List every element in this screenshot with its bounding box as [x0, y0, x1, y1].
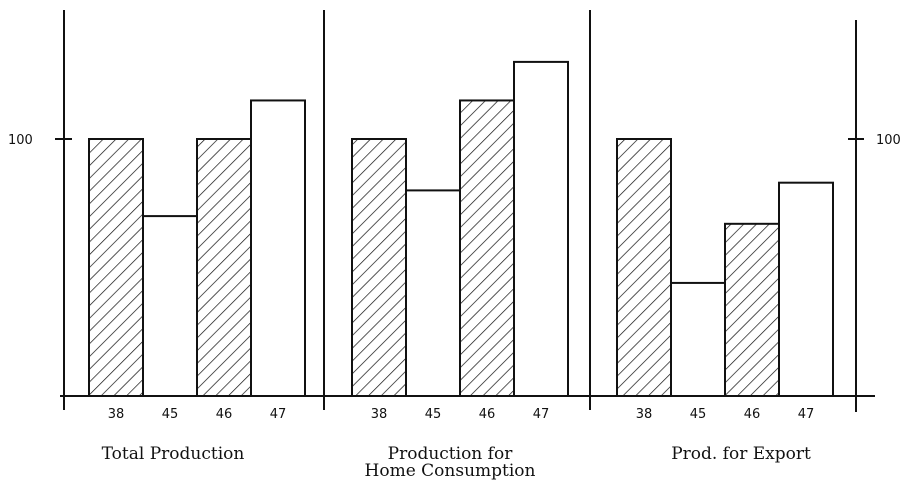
category-label: 38 [371, 407, 388, 422]
bar-1-46 [196, 138, 252, 397]
category-label: 45 [425, 407, 442, 422]
bar-3-38 [616, 138, 672, 397]
category-label: 47 [798, 407, 815, 422]
bar-3-46 [724, 222, 780, 397]
category-label: 47 [533, 407, 550, 422]
group-label: Prod. for Export [671, 444, 811, 464]
right-y-tick-label: 100 [876, 133, 901, 148]
group-label: Home Consumption [365, 461, 536, 481]
bar-1-38 [88, 138, 144, 397]
group-label: Production for [388, 444, 514, 464]
bar-1-47 [250, 99, 306, 397]
group-label: Total Production [102, 444, 245, 464]
category-label: 45 [690, 407, 707, 422]
bar-1-45 [142, 215, 198, 397]
bars-layer: 38 45 46 47 Total Production 38 45 46 47 Producti… [88, 60, 834, 481]
category-label: 46 [479, 407, 496, 422]
bar-2-38 [351, 138, 407, 397]
category-label: 45 [162, 407, 179, 422]
category-label: 46 [216, 407, 233, 422]
bar-2-47 [513, 60, 569, 398]
left-y-tick-label: 100 [8, 133, 33, 148]
category-label: 38 [108, 407, 125, 422]
bar-3-47 [778, 181, 834, 397]
category-label: 38 [636, 407, 653, 422]
bar-2-46 [459, 99, 515, 397]
bar-2-45 [405, 189, 461, 397]
category-label: 46 [744, 407, 761, 422]
category-label: 47 [270, 407, 287, 422]
bar-3-45 [670, 281, 726, 398]
